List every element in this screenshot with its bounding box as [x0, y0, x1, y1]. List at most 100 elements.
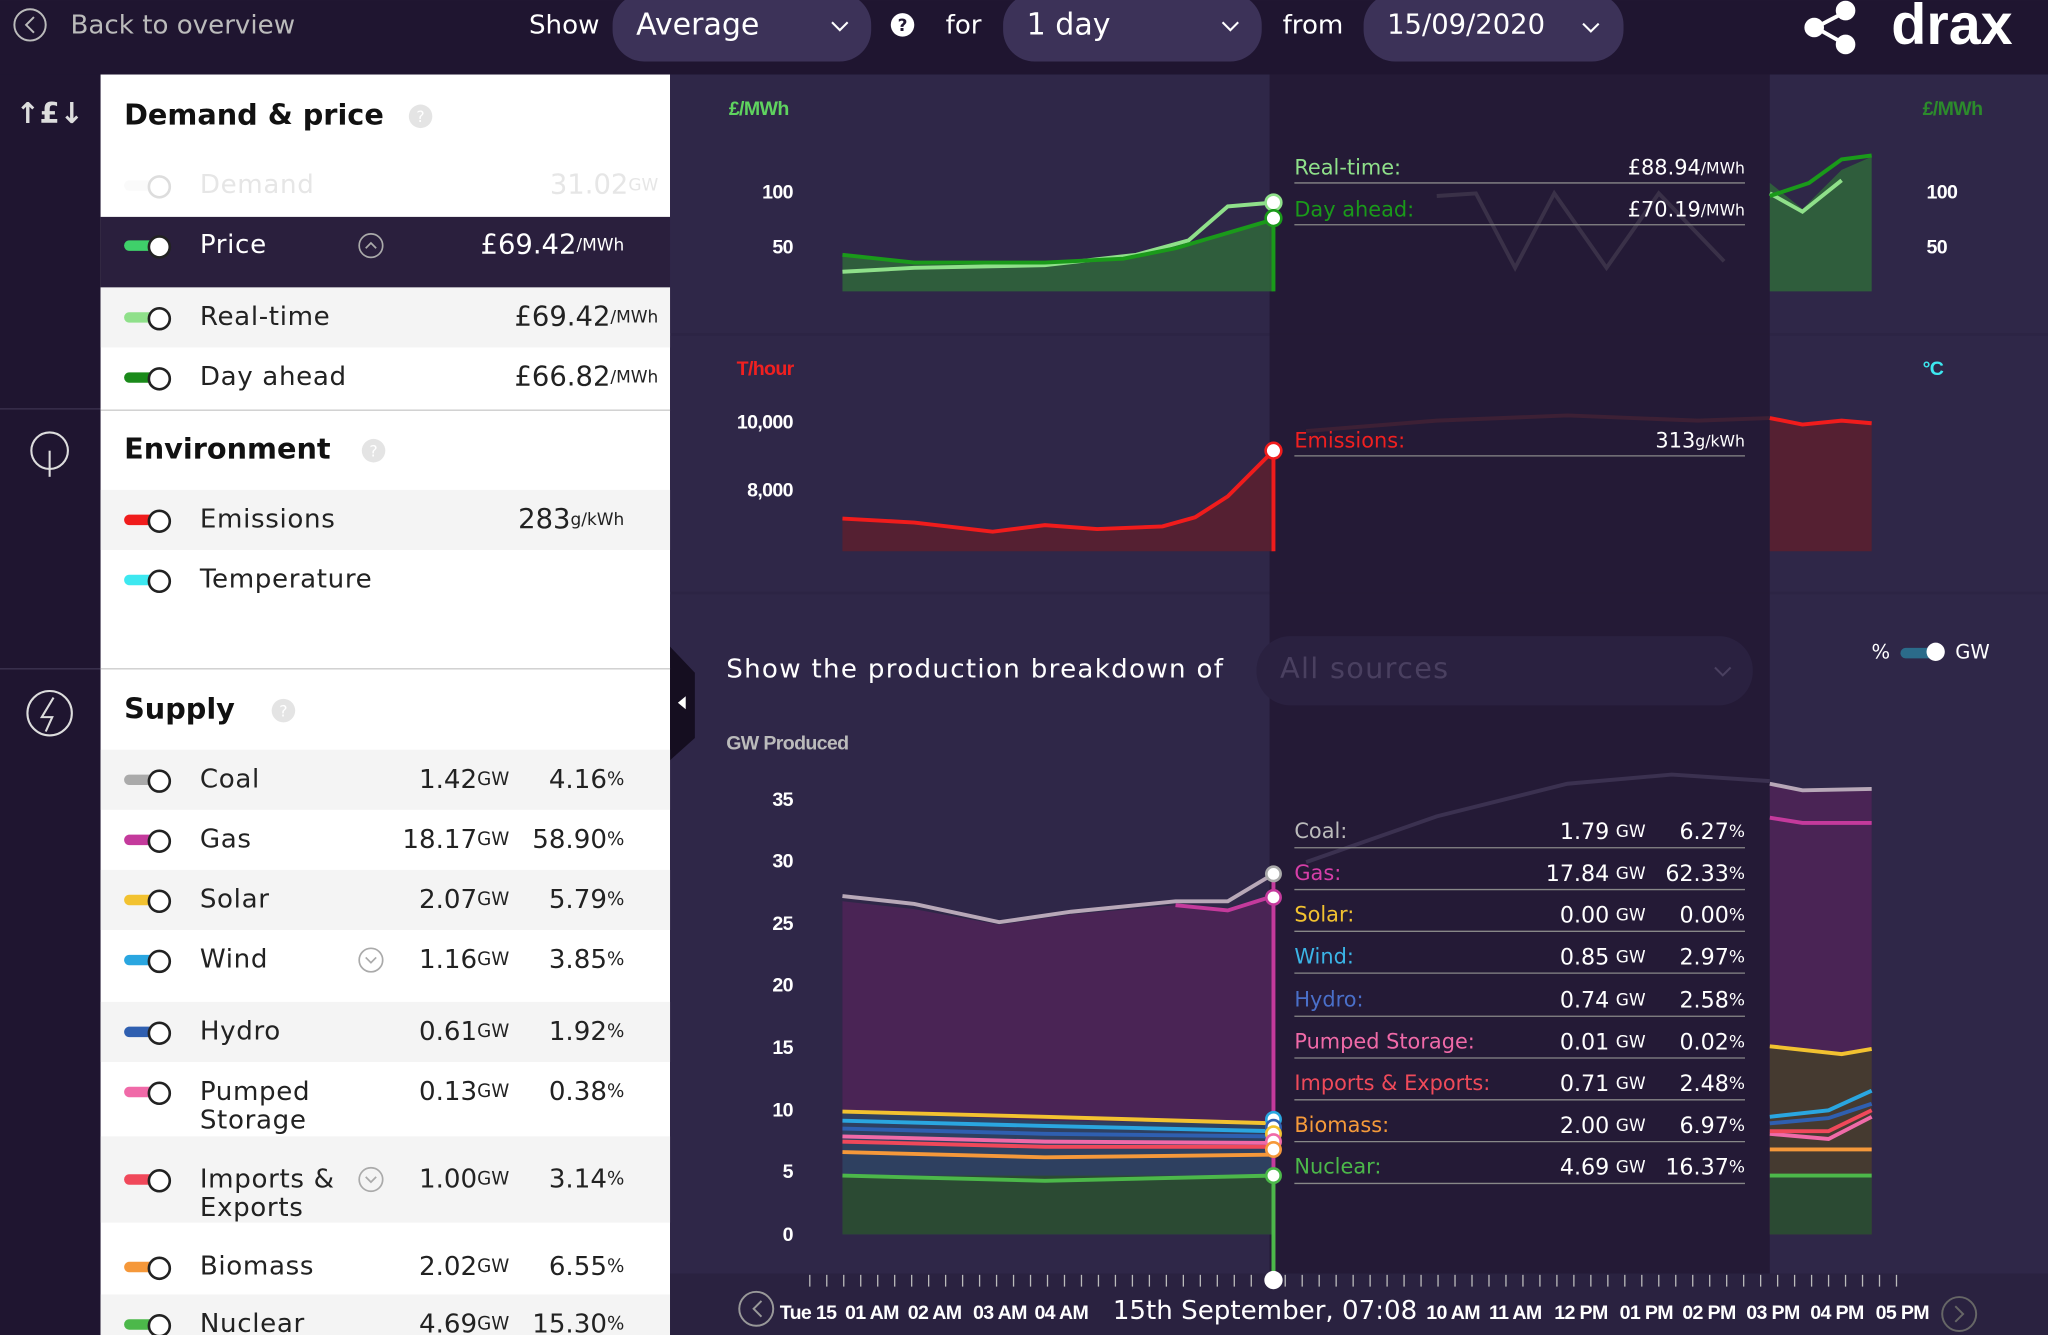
row-bg — [100, 749, 671, 810]
axis-label: £/MWh — [1923, 98, 1983, 120]
toggle-knob[interactable] — [147, 367, 172, 391]
tooltip-value: 313g/kWh — [1655, 429, 1745, 453]
label: for — [946, 11, 982, 41]
unit: /MWh — [610, 307, 658, 327]
toggle-knob[interactable] — [147, 175, 172, 199]
toggle-knob[interactable] — [147, 509, 172, 533]
tooltip-value: £70.19/MWh — [1628, 197, 1745, 221]
time-label: 02 AM — [908, 1302, 962, 1324]
time-label: 04 AM — [1034, 1302, 1088, 1324]
selected-row[interactable] — [100, 216, 671, 288]
toggle-knob[interactable] — [147, 1081, 172, 1106]
show-select[interactable] — [612, 0, 872, 62]
value: 4.69 — [1560, 1154, 1609, 1180]
back-icon[interactable] — [13, 8, 47, 42]
row-name: Nuclear — [200, 1309, 305, 1335]
value: £66.82 — [514, 361, 610, 392]
y-tick-label: 35 — [772, 789, 793, 811]
unit-toggle-track[interactable] — [1900, 647, 1935, 659]
value: 58.90 — [532, 824, 607, 854]
toggle-knob[interactable] — [147, 307, 172, 331]
expand-icon[interactable] — [358, 947, 384, 973]
unit: g/kWh — [1695, 431, 1745, 450]
timeline-prev[interactable] — [738, 1290, 775, 1327]
help-icon[interactable] — [890, 13, 915, 37]
tooltip-gw: 0.71 GW — [1560, 1071, 1646, 1097]
tooltip-pct: 6.27% — [1679, 819, 1745, 845]
timeline-handle[interactable] — [1264, 1270, 1283, 1290]
row-name: Real-time — [200, 302, 331, 332]
toggle-knob[interactable] — [147, 569, 172, 594]
emissions-line — [842, 449, 1275, 534]
tooltip-pct: 6.97% — [1679, 1112, 1745, 1138]
cursor-dot — [1264, 888, 1282, 906]
tooltip-label: Emissions: — [1294, 429, 1405, 453]
toggle-knob[interactable] — [147, 1021, 172, 1045]
coal-line — [842, 872, 1275, 925]
back-link[interactable]: Back to overview — [71, 11, 296, 41]
value: 0.74 — [1560, 987, 1609, 1013]
band-line-right — [1769, 1108, 1873, 1134]
unit-toggle-knob[interactable] — [1926, 642, 1945, 661]
expand-icon[interactable] — [358, 1166, 384, 1193]
unit: % — [1729, 822, 1745, 842]
toggle-track — [124, 1261, 156, 1273]
toggle-knob[interactable] — [147, 889, 172, 914]
toggle-knob[interactable] — [147, 1169, 172, 1193]
brand: drax — [1891, 0, 2012, 57]
row-pct: 5.79% — [549, 884, 625, 914]
value: 313 — [1655, 429, 1695, 453]
toggle-knob[interactable] — [147, 1256, 172, 1281]
sidebar-icons — [26, 431, 73, 737]
value: £88.94 — [1628, 156, 1701, 180]
unit: GW — [1616, 1074, 1646, 1094]
unit: % — [1729, 1158, 1745, 1178]
period-select[interactable] — [1003, 0, 1262, 62]
tooltip-label: Biomass: — [1294, 1113, 1389, 1137]
toggle-knob[interactable] — [147, 829, 172, 853]
row-pct: 4.16% — [549, 764, 625, 794]
source-select[interactable] — [1256, 636, 1753, 706]
unit: /MWh — [576, 236, 624, 256]
chevron — [365, 1176, 377, 1184]
toggle-track — [124, 240, 156, 251]
value: 0.02 — [1679, 1029, 1728, 1055]
nuclear-area-right — [1769, 1175, 1872, 1235]
row-bg — [100, 869, 671, 931]
value: 6.55 — [549, 1252, 607, 1282]
expand-icon[interactable] — [358, 233, 384, 259]
timeline-next[interactable] — [1941, 1296, 1978, 1332]
unit: % — [1729, 1074, 1745, 1094]
tooltip-label: Pumped Storage: — [1294, 1029, 1474, 1053]
band-line — [842, 1139, 1274, 1149]
row-bg — [100, 1136, 671, 1223]
unit: GW — [1616, 906, 1646, 926]
toggle-knob[interactable] — [147, 769, 172, 793]
unit: GW — [477, 1021, 509, 1042]
row-bg — [100, 1001, 671, 1062]
toggle-knob[interactable] — [147, 949, 172, 974]
y-tick-label: 20 — [772, 974, 793, 996]
help-icon[interactable] — [361, 438, 386, 463]
toggle-knob[interactable] — [147, 235, 172, 259]
row-bg — [100, 287, 671, 348]
value: 6.97 — [1679, 1112, 1728, 1138]
cursor-dot — [1264, 193, 1283, 212]
toggle-track — [124, 1086, 156, 1098]
share-icon[interactable] — [1804, 0, 1856, 55]
time-label: 01 AM — [845, 1302, 899, 1324]
unit: GW — [477, 769, 509, 790]
value: 2.48 — [1679, 1071, 1728, 1097]
unit: GW — [1616, 1032, 1646, 1052]
help-icon[interactable] — [408, 104, 433, 129]
toggle-knob[interactable] — [147, 1314, 172, 1335]
help-icon[interactable] — [271, 698, 296, 723]
unit: % — [607, 1021, 624, 1042]
value: 1.79 — [1560, 819, 1609, 845]
date-select[interactable] — [1363, 0, 1624, 62]
unit: % — [607, 1081, 624, 1102]
y-tick-label: 8,000 — [747, 479, 793, 501]
row-name: Demand — [200, 170, 315, 200]
unit: GW — [1616, 947, 1646, 967]
chevron — [365, 956, 377, 964]
